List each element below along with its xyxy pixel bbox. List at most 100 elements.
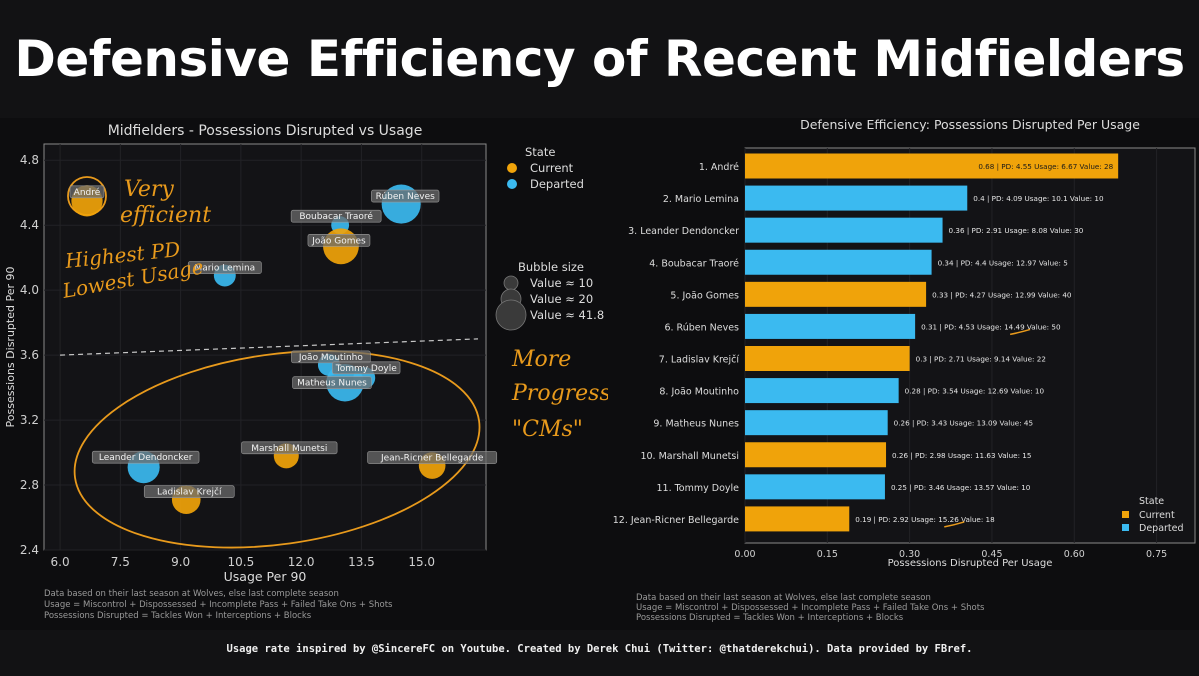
bar-info-label: 0.68 | PD: 4.55 Usage: 6.67 Value: 28 [978, 162, 1113, 171]
scatter-chart: Midfielders - Possessions Disrupted vs U… [4, 123, 608, 621]
y-axis-label: Possessions Disrupted Per 90 [4, 267, 17, 428]
bar-x-tick-label: 0.30 [899, 549, 920, 560]
size-legend-10-label: Value ≈ 10 [530, 276, 593, 290]
bar-x-tick-label: 0.00 [734, 549, 755, 560]
bar-category-label: 4. Boubacar Traoré [649, 258, 739, 269]
point-label-box [290, 209, 382, 223]
bar-legend-departed-label: Departed [1139, 523, 1184, 534]
point-label-box [291, 350, 371, 364]
y-tick-label: 4.0 [20, 283, 39, 297]
size-legend-10 [503, 275, 519, 291]
x-tick-label: 7.5 [111, 555, 130, 569]
bar-info-label: 0.33 | PD: 4.27 Usage: 12.99 Value: 40 [932, 290, 1072, 299]
x-tick-label: 9.0 [171, 555, 190, 569]
point-label: Rúben Neves [376, 192, 436, 202]
bar-title: Defensive Efficiency: Possessions Disrup… [800, 118, 1140, 132]
bar [745, 506, 850, 532]
point-label: Marshall Munetsi [251, 444, 327, 454]
bar-info-label: 0.3 | PD: 2.71 Usage: 9.14 Value: 22 [916, 355, 1046, 364]
point-label: Ladislav Krejčí [157, 487, 222, 498]
size-legend-20-label: Value ≈ 20 [530, 292, 593, 306]
scatter-note-3: Possessions Disrupted = Tackles Won + In… [44, 611, 312, 621]
point-label: João Gomes [311, 236, 366, 246]
bar-legend-departed-marker [1122, 524, 1129, 531]
size-legend-title: Bubble size [518, 260, 584, 274]
bar-x-tick-label: 0.60 [1064, 549, 1085, 560]
point-label: André [74, 187, 101, 198]
x-axis-label: Usage Per 90 [224, 569, 307, 584]
point-label-box [91, 450, 200, 464]
bar-category-label: 8. João Moutinho [659, 387, 739, 398]
point-label-box [143, 485, 235, 498]
bar [745, 217, 943, 243]
bar-note-3: Possessions Disrupted = Tackles Won + In… [636, 613, 904, 623]
point-label-box [367, 451, 498, 464]
point-label: João Moutinho [298, 353, 363, 363]
bar-info-label: 0.31 | PD: 4.53 Usage: 14.49 Value: 50 [921, 322, 1061, 331]
x-tick-label: 12.0 [288, 555, 315, 569]
bar-note-1: Data based on their last season at Wolve… [636, 593, 931, 603]
bar-info-label: 0.26 | PD: 2.98 Usage: 11.63 Value: 15 [892, 451, 1031, 460]
bar-legend-current-label: Current [1139, 510, 1175, 521]
bar [745, 442, 887, 468]
x-tick-label: 6.0 [51, 555, 70, 569]
trend-line [60, 338, 478, 356]
point-label: Leander Dendoncker [99, 453, 193, 463]
bar [745, 313, 916, 339]
bar-info-label: 0.25 | PD: 3.46 Usage: 13.57 Value: 10 [891, 483, 1031, 492]
x-tick-label: 15.0 [408, 555, 435, 569]
legend-departed-label: Departed [530, 177, 584, 191]
bar [745, 410, 888, 436]
annotation-more: More [511, 347, 571, 372]
point-label-box [332, 361, 401, 375]
bar-category-label: 3. Leander Dendoncker [628, 226, 739, 237]
bar [745, 281, 927, 307]
point-label: Boubacar Traoré [299, 211, 373, 222]
legend-departed-marker [507, 179, 517, 189]
bar-category-label: 5. João Gomes [670, 290, 739, 301]
scatter-note-2: Usage = Miscontrol + Dispossessed + Inco… [44, 600, 393, 610]
underline-mark [944, 521, 965, 528]
bar-info-label: 0.19 | PD: 2.92 Usage: 15.26 Value: 18 [855, 515, 995, 524]
bar [745, 249, 932, 275]
bar-x-tick-label: 0.75 [1146, 549, 1167, 560]
point-label: Tommy Doyle [335, 364, 397, 374]
bar-category-label: 7. Ladislav Krejčí [659, 355, 740, 366]
legend-current-marker [507, 163, 517, 173]
point-label-box [69, 185, 105, 199]
bar-category-label: 11. Tommy Doyle [656, 483, 739, 494]
bar [745, 346, 910, 371]
bar [745, 474, 885, 500]
x-tick-label: 10.5 [228, 555, 255, 569]
y-tick-label: 4.4 [20, 218, 39, 232]
point-label: Jean-Ricner Bellegarde [380, 454, 484, 464]
annotation-efficient: efficient [120, 203, 211, 228]
bar-info-label: 0.26 | PD: 3.43 Usage: 13.09 Value: 45 [894, 419, 1033, 428]
bar-category-label: 9. Matheus Nunes [653, 419, 739, 430]
bar-info-label: 0.28 | PD: 3.54 Usage: 12.69 Value: 10 [905, 387, 1045, 396]
bar-category-label: 10. Marshall Munetsi [640, 451, 739, 462]
annotation-progressive: Progressive [511, 381, 608, 406]
point-label-box [371, 189, 440, 203]
point-label: Matheus Nunes [297, 379, 367, 389]
point-label-box [241, 441, 338, 455]
point-label-box [187, 261, 262, 274]
scatter-title: Midfielders - Possessions Disrupted vs U… [108, 123, 423, 139]
y-tick-label: 2.4 [20, 543, 39, 557]
bar-info-label: 0.4 | PD: 4.09 Usage: 10.1 Value: 10 [973, 194, 1104, 203]
point-label-box [307, 234, 371, 247]
underline-mark [1009, 328, 1031, 336]
annotation-very: Very [124, 177, 174, 202]
bar-category-label: 2. Mario Lemina [663, 194, 739, 205]
bar-legend-title: State [1139, 496, 1164, 507]
bar [745, 378, 899, 404]
annotation-cms: "CMs" [512, 417, 583, 442]
progressive-group-ellipse [73, 350, 481, 549]
bar-chart: Defensive Efficiency: Possessions Disrup… [613, 118, 1196, 623]
bar-category-label: 6. Rúben Neves [664, 322, 739, 333]
bar-legend-current-marker [1122, 511, 1129, 518]
bar-x-axis-label: Possessions Disrupted Per Usage [888, 558, 1053, 569]
state-legend-title: State [525, 145, 555, 159]
y-tick-label: 3.6 [20, 348, 39, 362]
y-tick-label: 2.8 [20, 478, 39, 492]
